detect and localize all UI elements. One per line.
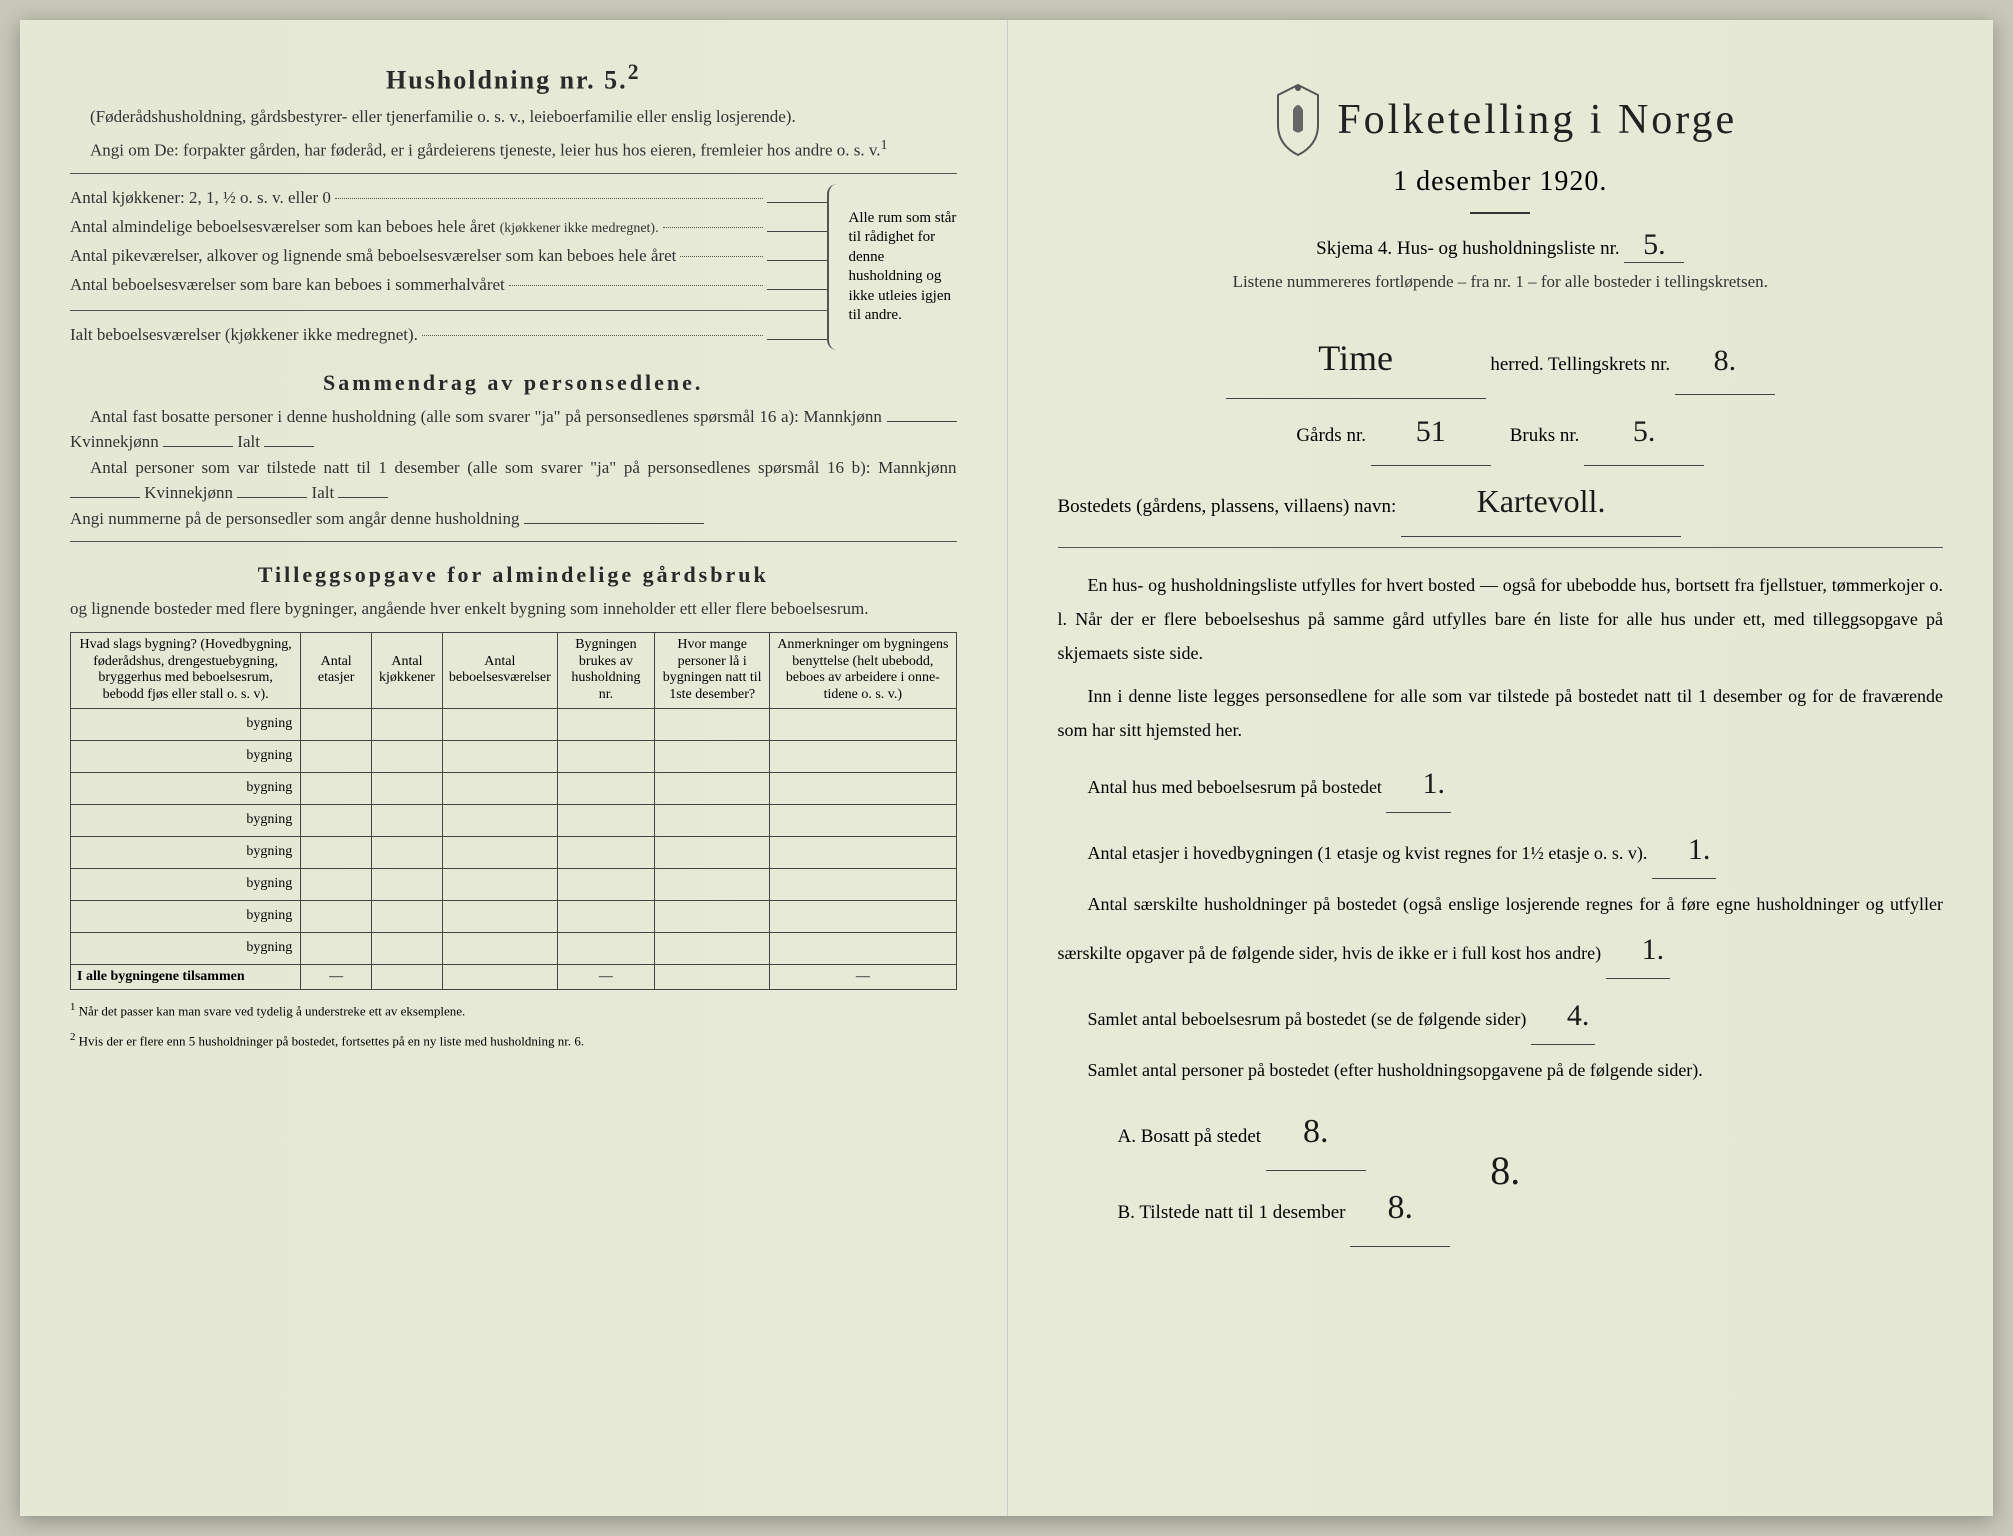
h5-title-text: Husholdning nr. 5. — [386, 66, 628, 95]
antal-hush-value: 1. — [1606, 921, 1671, 979]
bygning-table: Hvad slags bygning? (Hovedbygning, føder… — [70, 632, 957, 990]
para-2: Inn i denne liste legges personsedlene f… — [1058, 679, 1944, 747]
table-row: bygning — [71, 804, 957, 836]
h5-subtitle: (Føderådshusholdning, gårdsbestyrer- ell… — [70, 104, 957, 130]
rule — [70, 541, 957, 542]
bygning-label: bygning — [71, 740, 301, 772]
bygning-label: bygning — [71, 772, 301, 804]
antal-etasjer-value: 1. — [1652, 821, 1717, 879]
samlet-rum-line: Samlet antal beboelsesrum på bostedet (s… — [1058, 987, 1944, 1045]
right-body: En hus- og husholdningsliste utfylles fo… — [1058, 568, 1944, 1247]
ab-labels: A. Bosatt på stedet 8. B. Tilstede natt … — [1118, 1095, 1451, 1247]
bruks-nr-value: 5. — [1584, 399, 1704, 466]
rooms-list: Antal kjøkkener: 2, 1, ½ o. s. v. eller … — [70, 184, 827, 349]
rooms-section: Antal kjøkkener: 2, 1, ½ o. s. v. eller … — [70, 184, 957, 349]
rule-inner — [70, 310, 827, 311]
table-row: bygning — [71, 868, 957, 900]
angi-text: Angi om De: forpakter gården, har føderå… — [70, 135, 957, 163]
table-row: bygning — [71, 932, 957, 964]
pike-line: Antal pikeværelser, alkover og lignende … — [70, 242, 827, 271]
th-6: Anmerkninger om bygningens benyttelse (h… — [770, 632, 956, 708]
bygning-label: bygning — [71, 932, 301, 964]
table-total-row: I alle bygningene tilsammen ——— — [71, 964, 957, 989]
brace-note: Alle rum som står til rådighet for denne… — [827, 184, 957, 349]
angi-num: Angi nummerne på de personsedler som ang… — [70, 506, 957, 532]
tilstede-value: 8. — [1350, 1171, 1450, 1247]
bygning-label: bygning — [71, 900, 301, 932]
th-3: Antal beboelsesværelser — [442, 632, 557, 708]
th-4: Bygningen brukes av husholdning nr. — [557, 632, 654, 708]
footnote-2: 2 Hvis der er flere enn 5 husholdninger … — [70, 1030, 957, 1050]
sammendrag-b: Antal personer som var tilstede natt til… — [70, 455, 957, 506]
th-1: Antal etasjer — [301, 632, 372, 708]
document-spread: Husholdning nr. 5.2 (Føderådshusholdning… — [20, 20, 1993, 1516]
sommer-line: Antal beboelsesværelser som bare kan beb… — [70, 271, 827, 300]
bygning-label: bygning — [71, 708, 301, 740]
kjokken-line: Antal kjøkkener: 2, 1, ½ o. s. v. eller … — [70, 184, 827, 213]
listene-note: Listene nummereres fortløpende – fra nr.… — [1058, 269, 1944, 295]
antal-hus-value: 1. — [1386, 755, 1451, 813]
title-divider — [1470, 212, 1530, 214]
bygning-label: bygning — [71, 836, 301, 868]
bosted-line: Bostedets (gårdens, plassens, villaens) … — [1058, 466, 1944, 537]
sammendrag-a: Antal fast bosatte personer i denne hush… — [70, 404, 957, 455]
right-page: Folketelling i Norge 1 desember 1920. Sk… — [1007, 20, 1994, 1516]
h5-sup: 2 — [628, 60, 641, 84]
sammendrag-title: Sammendrag av personsedlene. — [70, 370, 957, 396]
footnote-1: 1 Når det passer kan man svare ved tydel… — [70, 1000, 957, 1020]
bygning-label: bygning — [71, 868, 301, 900]
antal-hus-line: Antal hus med beboelsesrum på bostedet 1… — [1058, 755, 1944, 813]
table-row: bygning — [71, 740, 957, 772]
th-2: Antal kjøkkener — [372, 632, 443, 708]
antal-etasjer-line: Antal etasjer i hovedbygningen (1 etasje… — [1058, 821, 1944, 879]
rule — [1058, 547, 1944, 548]
gards-nr-value: 51 — [1371, 399, 1491, 466]
bosted-value: Kartevoll. — [1401, 466, 1681, 537]
table-row: bygning — [71, 900, 957, 932]
rule — [70, 173, 957, 174]
tillegg-sub: og lignende bosteder med flere bygninger… — [70, 596, 957, 622]
table-row: bygning — [71, 772, 957, 804]
coat-of-arms-icon — [1263, 80, 1333, 160]
tillegg-title: Tilleggsopgave for almindelige gårdsbruk — [70, 562, 957, 588]
herred-line: Time herred. Tellingskrets nr. 8. — [1058, 319, 1944, 399]
samlet-pers-line: Samlet antal personer på bostedet (efter… — [1058, 1053, 1944, 1087]
bygning-label: bygning — [71, 804, 301, 836]
bosatt-value: 8. — [1266, 1095, 1366, 1171]
almindelige-line: Antal almindelige beboelsesværelser som … — [70, 213, 827, 242]
table-row: bygning — [71, 836, 957, 868]
krets-nr-value: 8. — [1675, 328, 1775, 395]
table-header-row: Hvad slags bygning? (Hovedbygning, føder… — [71, 632, 957, 708]
left-page: Husholdning nr. 5.2 (Føderådshusholdning… — [20, 20, 1007, 1516]
tilstede-line: B. Tilstede natt til 1 desember 8. — [1118, 1171, 1451, 1247]
date-subtitle: 1 desember 1920. — [1058, 166, 1944, 198]
margin-total: 8. — [1490, 1133, 1520, 1209]
total-label: I alle bygningene tilsammen — [71, 964, 301, 989]
main-title: Folketelling i Norge — [1337, 96, 1737, 144]
liste-nr-value: 5. — [1624, 228, 1684, 263]
ialt-line: Ialt beboelsesværelser (kjøkkener ikke m… — [70, 321, 827, 350]
ab-block: A. Bosatt på stedet 8. B. Tilstede natt … — [1058, 1095, 1944, 1247]
th-0: Hvad slags bygning? (Hovedbygning, føder… — [71, 632, 301, 708]
gards-line: Gårds nr. 51 Bruks nr. 5. — [1058, 399, 1944, 466]
herred-value: Time — [1226, 319, 1486, 399]
samlet-rum-value: 4. — [1531, 987, 1596, 1045]
bosatt-line: A. Bosatt på stedet 8. — [1118, 1095, 1451, 1171]
household-5-title: Husholdning nr. 5.2 — [70, 60, 957, 96]
table-row: bygning — [71, 708, 957, 740]
antal-hush-line: Antal særskilte husholdninger på bostede… — [1058, 887, 1944, 979]
title-block: Folketelling i Norge 1 desember 1920. — [1058, 80, 1944, 214]
para-1: En hus- og husholdningsliste utfylles fo… — [1058, 568, 1944, 671]
th-5: Hvor mange personer lå i bygningen natt … — [655, 632, 770, 708]
skjema-line: Skjema 4. Hus- og husholdningsliste nr. … — [1058, 228, 1944, 263]
